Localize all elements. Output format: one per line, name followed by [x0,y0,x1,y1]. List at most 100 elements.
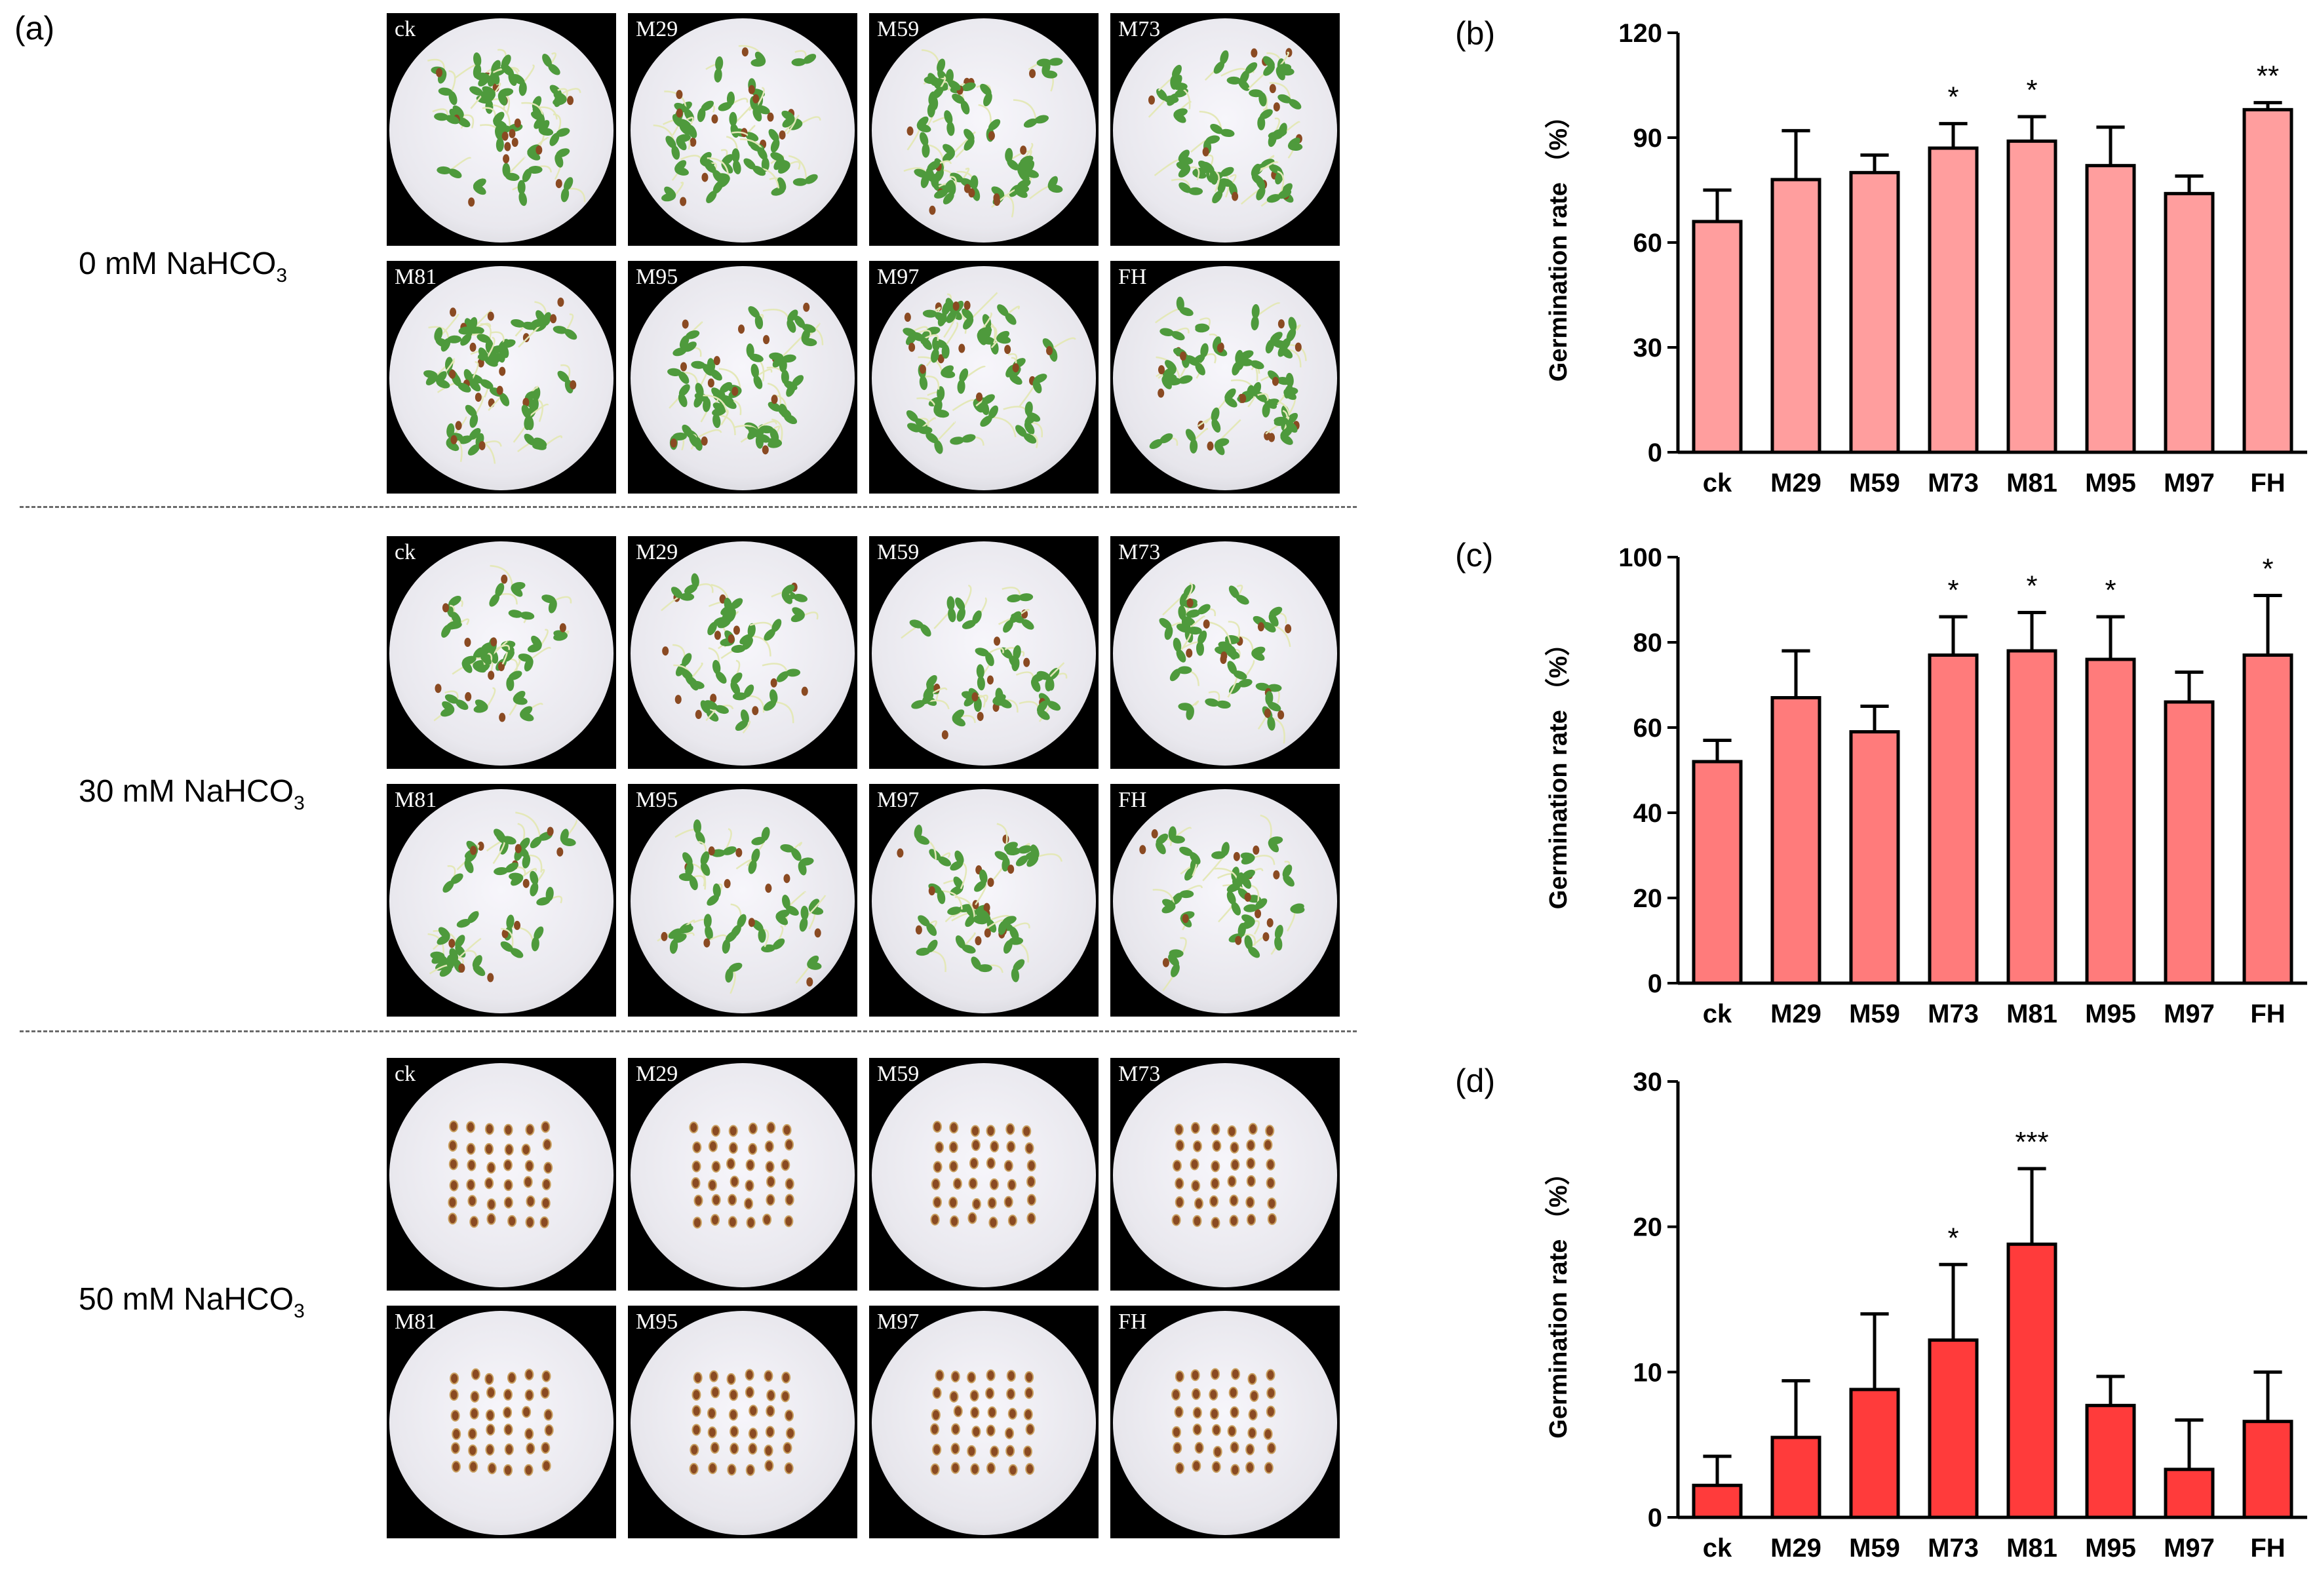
petri-dish [872,789,1096,1013]
dish-label: FH [1118,788,1147,812]
bar-m59 [1849,170,1900,454]
x-tick-label: M97 [2164,1000,2215,1028]
petri-dish-photo: M95 [628,784,857,1017]
petri-dish-photo: M81 [387,1306,616,1538]
petri-dish [631,1063,855,1287]
bar-m95 [2085,657,2136,985]
petri-dish [1113,266,1337,490]
x-tick-label: M81 [2006,1000,2057,1028]
x-tick-label: FH [2250,469,2285,497]
seedlings-illustration [897,823,1063,983]
y-tick-label: 60 [1633,229,1663,258]
petri-dish [389,541,613,766]
x-tick-label: M81 [2006,469,2057,497]
x-tick-label: M95 [2085,469,2136,497]
bar-m73 [1928,146,1979,454]
significance-marker: * [2262,553,2273,585]
y-tick-label: 20 [1633,884,1663,913]
dish-label: M97 [877,265,920,289]
petri-dish [389,789,613,1013]
seedlings-illustration [1149,296,1307,456]
dish-label: ck [395,17,416,41]
chart-d: Germination rate （%） 0 10 20 30 ck M29 M59 M73 * M… [1545,1068,2307,1563]
chart-c: Germination rate （%） 0 20 40 60 80 100 ck M29 M59… [1545,543,2307,1028]
seedlings-illustration [689,1121,794,1229]
x-tick-label: M81 [2006,1534,2057,1563]
petri-dish [872,266,1096,490]
seedlings-illustration [657,819,827,994]
dish-label: M29 [636,1062,678,1086]
y-axis-label: Germination rate （%） [1545,631,1572,909]
bar-m97 [2164,700,2215,985]
y-tick-label: 0 [1648,969,1662,998]
petri-dish-photo: M59 [869,536,1099,769]
y-tick-label: 100 [1618,543,1662,572]
x-tick-label: ck [1703,1000,1732,1028]
row-label-30mM: 30 mM NaHCO3 [79,774,305,814]
petri-dish-photo: M73 [1110,1058,1340,1291]
petri-dish [1113,789,1337,1013]
bar-fh [2242,1420,2293,1519]
dish-label: M95 [636,788,678,812]
bar-m29 [1770,696,1821,985]
seedlings-illustration [667,302,824,455]
petri-dish [631,18,855,243]
x-tick-label: M73 [1928,469,1979,497]
y-tick-label: 60 [1633,714,1663,743]
petri-dish-photo: M97 [869,1306,1099,1538]
y-tick-label: 30 [1633,1068,1663,1097]
separator-line [20,1030,1357,1032]
x-tick-label: M59 [1849,1534,1900,1563]
petri-dish [1113,1063,1337,1287]
x-tick-label: FH [2250,1534,2285,1563]
bar-fh [2242,653,2293,985]
x-tick-label: M97 [2164,469,2215,497]
dish-label: M59 [877,540,920,564]
dish-label: M95 [636,265,678,289]
y-axis-label: Germination rate （%） [1545,104,1572,381]
bar-fh [2242,107,2293,454]
bar-ck [1692,1483,1743,1519]
dish-label: M97 [877,1310,920,1334]
petri-dish-photo: M59 [869,13,1099,246]
y-tick-label: 120 [1618,19,1662,48]
dish-label: FH [1118,1310,1147,1334]
dish-label: M97 [877,788,920,812]
bar-m81 [2006,649,2057,985]
significance-marker: * [2105,574,2116,606]
y-tick-label: 10 [1633,1358,1663,1387]
seedlings-illustration [433,564,572,722]
dish-label: ck [395,1062,416,1086]
dish-label: M73 [1118,540,1161,564]
seedlings-illustration [448,1120,553,1228]
seedlings-illustration [661,573,819,734]
petri-dish-photo: FH [1110,784,1340,1017]
dish-label: M95 [636,1310,678,1334]
seedlings-illustration [1171,1121,1277,1229]
petri-dish [389,266,613,490]
petri-dish-photo: M97 [869,261,1099,494]
petri-dish [631,541,855,766]
x-tick-label: FH [2250,1000,2285,1028]
petri-dish-photo: M95 [628,261,857,494]
dish-label: M81 [395,1310,437,1334]
dish-label: M59 [877,1062,920,1086]
x-tick-label: M97 [2164,1534,2215,1563]
x-tick-label: M73 [1928,1000,1979,1028]
panel-label-c: (c) [1455,537,1494,574]
significance-marker: *** [2015,1126,2048,1158]
petri-dish [631,266,855,490]
dish-label: FH [1118,265,1147,289]
petri-dish [631,1311,855,1535]
significance-marker: ** [2257,60,2279,92]
petri-dish [872,541,1096,766]
seedlings-illustration [930,1369,1035,1476]
y-tick-label: 90 [1633,124,1663,153]
dish-label: M81 [395,788,437,812]
seedlings-illustration [427,49,586,207]
row-label-50mM: 50 mM NaHCO3 [79,1282,305,1322]
petri-dish [872,1063,1096,1287]
chart-b: Germination rate （%） 0 30 60 90 120 ck M29 M59 M7… [1545,19,2307,497]
dish-label: M81 [395,265,437,289]
seedlings-illustration [689,1369,795,1476]
